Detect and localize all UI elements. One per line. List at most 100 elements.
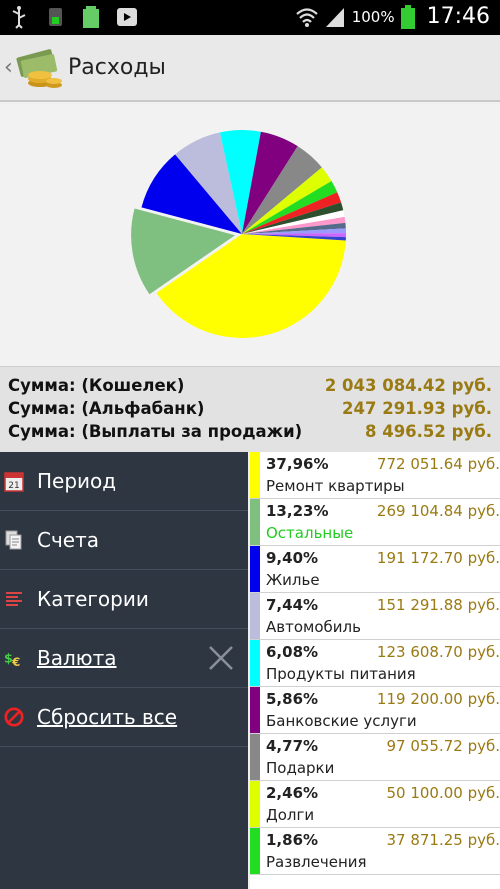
system-icons: 100% 17:46 — [295, 4, 490, 29]
amount: 97 055.72 руб. — [386, 737, 500, 755]
clear-icon[interactable] — [208, 645, 234, 671]
category-name: Ремонт квартиры — [266, 477, 405, 495]
pie-slice[interactable] — [131, 208, 236, 295]
percent: 9,40% — [266, 549, 319, 567]
menu-item-currency[interactable]: $ € Валюта — [0, 629, 248, 688]
chevron-left-icon[interactable]: ‹ — [4, 55, 13, 80]
amount: 50 100.00 руб. — [386, 784, 500, 802]
total-row-sales: Сумма: (Выплаты за продажи) 8 496.52 руб… — [8, 422, 492, 445]
color-bar — [250, 734, 260, 780]
svg-text:21: 21 — [8, 481, 19, 491]
svg-text:€: € — [11, 655, 20, 669]
total-label: Сумма: (Выплаты за продажи) — [8, 422, 303, 441]
list-item[interactable]: 1,86% 37 871.25 руб. Развлечения — [250, 828, 500, 875]
pie-slice[interactable] — [156, 234, 346, 338]
usb-icon — [12, 6, 26, 29]
amount: 151 291.88 руб. — [376, 596, 500, 614]
percent: 1,86% — [266, 831, 319, 849]
category-name: Продукты питания — [266, 665, 416, 683]
svg-text:$: $ — [4, 651, 13, 666]
money-stack-icon[interactable] — [14, 43, 64, 93]
accounts-icon — [5, 530, 22, 550]
youtube-icon — [117, 8, 137, 26]
list-item[interactable]: 9,40% 191 172.70 руб. Жилье — [250, 546, 500, 593]
total-label: Сумма: (Кошелек) — [8, 376, 185, 395]
category-name: Долги — [266, 806, 315, 824]
pie-slice[interactable] — [242, 181, 338, 234]
pie-slice[interactable] — [219, 130, 261, 234]
color-bar — [250, 546, 260, 592]
pie-slice[interactable] — [141, 154, 242, 234]
menu-label: Валюта — [37, 646, 117, 670]
list-item[interactable]: 4,77% 97 055.72 руб. Подарки — [250, 734, 500, 781]
percent: 6,08% — [266, 643, 319, 661]
list-item[interactable]: 6,08% 123 608.70 руб. Продукты питания — [250, 640, 500, 687]
status-bar: 100% 17:46 — [0, 0, 500, 35]
pie-slice[interactable] — [242, 216, 346, 234]
action-bar: ‹ Расходы — [0, 35, 500, 102]
pie-slice[interactable] — [242, 202, 344, 234]
reset-icon — [4, 707, 24, 727]
menu-item-period[interactable]: 21 Период — [0, 452, 248, 511]
menu-item-accounts[interactable]: Счета — [0, 511, 248, 570]
color-bar — [250, 499, 260, 545]
color-bar — [250, 687, 260, 733]
category-list[interactable]: 37,96% 772 051.64 руб. Ремонт квартиры 1… — [250, 452, 500, 889]
color-bar — [250, 640, 260, 686]
signal-icon — [325, 7, 344, 27]
filter-drawer: 21 Период Счета Категории $ € Валюта Сбро… — [0, 452, 248, 889]
category-name: Подарки — [266, 759, 335, 777]
total-value: 247 291.93 руб. — [342, 399, 492, 418]
amount: 269 104.84 руб. — [376, 502, 500, 520]
color-bar — [250, 593, 260, 639]
menu-label: Категории — [37, 587, 149, 611]
percent: 13,23% — [266, 502, 329, 520]
menu-item-reset[interactable]: Сбросить все — [0, 688, 248, 747]
amount: 37 871.25 руб. — [386, 831, 500, 849]
menu-label: Сбросить все — [37, 705, 178, 729]
category-name: Жилье — [266, 571, 320, 589]
wifi-icon — [295, 7, 318, 27]
total-label: Сумма: (Альфабанк) — [8, 399, 205, 418]
menu-item-categories[interactable]: Категории — [0, 570, 248, 629]
notification-icons — [8, 5, 138, 29]
pie-slice[interactable] — [242, 234, 346, 241]
color-bar — [250, 452, 260, 498]
list-item[interactable]: 13,23% 269 104.84 руб. Остальные — [250, 499, 500, 546]
pie-slice[interactable] — [242, 233, 346, 238]
battery-icon — [400, 4, 415, 29]
page-title: Расходы — [68, 55, 166, 80]
list-item[interactable]: 7,44% 151 291.88 руб. Автомобиль — [250, 593, 500, 640]
total-value: 2 043 084.42 руб. — [324, 376, 492, 395]
percent: 7,44% — [266, 596, 319, 614]
pie-slice[interactable] — [175, 132, 242, 234]
category-name: Банковские услуги — [266, 712, 417, 730]
amount: 772 051.64 руб. — [376, 455, 500, 473]
pie-slice[interactable] — [242, 146, 322, 234]
totals-panel: Сумма: (Кошелек) 2 043 084.42 руб. Сумма… — [0, 366, 500, 452]
percent: 37,96% — [266, 455, 329, 473]
total-value: 8 496.52 руб. — [365, 422, 492, 441]
menu-label: Период — [37, 469, 117, 493]
percent: 4,77% — [266, 737, 319, 755]
pie-chart[interactable] — [0, 104, 500, 366]
memory-card-icon — [49, 8, 62, 26]
pie-slice[interactable] — [242, 210, 345, 234]
pie-slice[interactable] — [242, 167, 332, 234]
pie-slice[interactable] — [242, 228, 346, 234]
pie-slice[interactable] — [242, 192, 342, 234]
amount: 123 608.70 руб. — [376, 643, 500, 661]
chart-area — [0, 104, 500, 366]
color-bar — [250, 828, 260, 874]
amount: 191 172.70 руб. — [376, 549, 500, 567]
amount: 119 200.00 руб. — [376, 690, 500, 708]
calendar-icon: 21 — [4, 472, 24, 492]
pie-slice[interactable] — [242, 222, 346, 234]
list-item[interactable]: 37,96% 772 051.64 руб. Ремонт квартиры — [250, 452, 500, 499]
category-name: Развлечения — [266, 853, 367, 871]
list-item[interactable]: 5,86% 119 200.00 руб. Банковские услуги — [250, 687, 500, 734]
list-item[interactable]: 2,46% 50 100.00 руб. Долги — [250, 781, 500, 828]
menu-label: Счета — [37, 528, 99, 552]
total-row-wallet: Сумма: (Кошелек) 2 043 084.42 руб. — [8, 376, 492, 399]
pie-slice[interactable] — [242, 131, 298, 234]
